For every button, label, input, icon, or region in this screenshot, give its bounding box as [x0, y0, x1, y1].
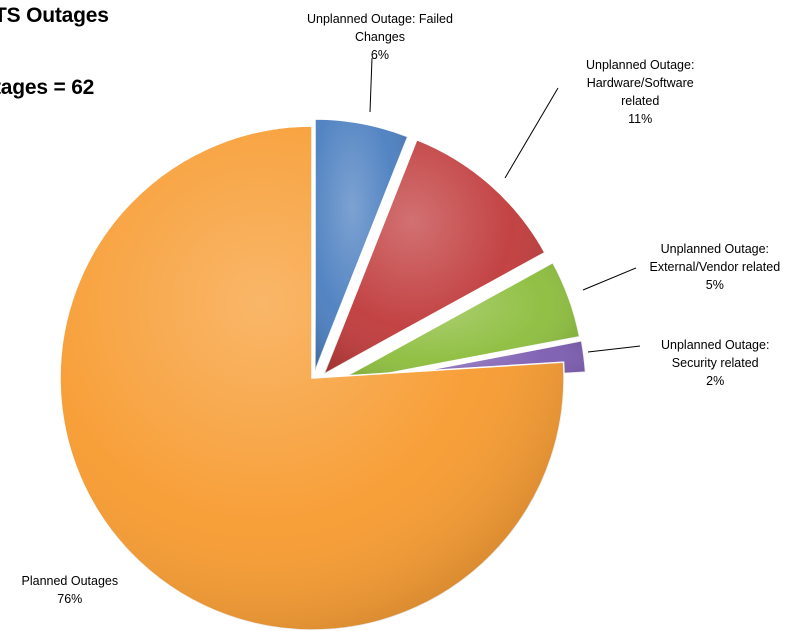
- pie-slice-shading-planned-outages: [59, 126, 564, 630]
- data-label-text: Planned Outages: [21, 574, 119, 588]
- data-label-unplanned-outage-hardware-software-related: Unplanned Outage: Hardware/Software relate…: [586, 56, 694, 128]
- data-label-text: Changes: [354, 30, 405, 44]
- chart-subtitle: tages = 62: [0, 76, 95, 99]
- chart-title: TS Outages: [0, 4, 109, 27]
- data-label-planned-outages: Planned Outages 76%: [22, 572, 119, 608]
- data-label-percent: 11%: [628, 112, 653, 126]
- pie-slice-shading-unplanned-outage-hardware-software-related: [324, 139, 545, 374]
- leader-line-unplanned-outage-external-vendor-related: [582, 267, 637, 291]
- data-label-unplanned-outage-failed-changes: Unplanned Outage: Failed Changes 6%: [307, 10, 453, 64]
- data-label-percent: 6%: [370, 48, 389, 62]
- pie-slice-shading-unplanned-outage-external-vendor-related: [332, 262, 580, 384]
- data-label-percent: 5%: [705, 278, 724, 292]
- data-label-text: Unplanned Outage: Failed: [307, 12, 453, 26]
- data-label-percent: 76%: [57, 592, 83, 606]
- data-label-text: Unplanned Outage:: [660, 242, 770, 256]
- data-label-text: Security related: [671, 356, 759, 370]
- data-label-text: Hardware/Software: [586, 76, 694, 90]
- leader-line-unplanned-outage-failed-changes: [369, 57, 373, 113]
- data-label-text: External/Vendor related: [649, 260, 781, 274]
- data-label-text: Unplanned Outage:: [661, 338, 770, 352]
- data-label-unplanned-outage-security-related: Unplanned Outage: Security related 2%: [661, 336, 769, 390]
- data-label-text: related: [621, 94, 660, 108]
- pie-slice-shading-unplanned-outage-failed-changes: [315, 119, 408, 371]
- data-label-unplanned-outage-external-vendor-related: Unplanned Outage: External/Vendor related…: [650, 240, 781, 294]
- data-label-text: Unplanned Outage:: [586, 58, 695, 72]
- leader-line-unplanned-outage-hardware-software-related: [504, 87, 559, 179]
- data-label-percent: 2%: [706, 374, 725, 388]
- leader-line-unplanned-outage-security-related: [587, 345, 641, 353]
